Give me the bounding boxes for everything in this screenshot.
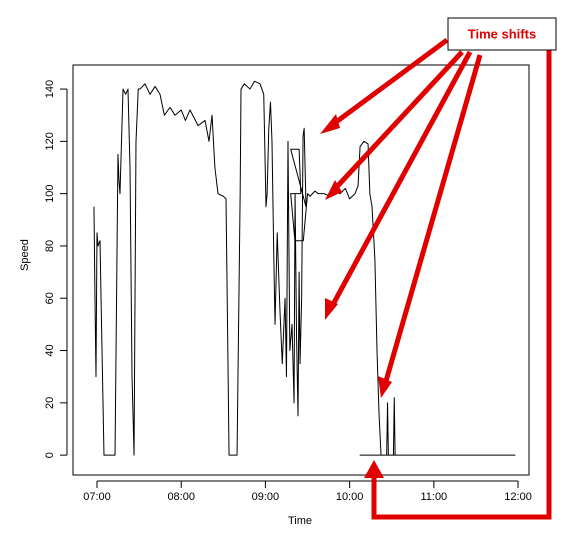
x-tick-label: 09:00 [252, 491, 280, 503]
arrowhead [320, 114, 340, 134]
y-tick-label: 40 [44, 344, 56, 356]
arrow [330, 50, 464, 194]
annotation-arrows [320, 37, 552, 520]
arrowhead [325, 298, 338, 320]
y-tick-label: 80 [44, 240, 56, 252]
x-tick-label: 12:00 [504, 491, 532, 503]
arrow [326, 37, 449, 131]
y-axis-label: Speed [19, 239, 31, 271]
x-tick-label: 08:00 [167, 491, 195, 503]
arrowhead [378, 376, 392, 398]
y-tick-label: 0 [44, 452, 56, 458]
x-axis-label: Time [288, 515, 312, 527]
arrow [371, 50, 552, 520]
arrowhead [364, 460, 384, 478]
x-tick-label: 10:00 [336, 491, 364, 503]
x-tick-label: 11:00 [420, 491, 447, 503]
arrowhead [325, 180, 342, 200]
y-tick-label: 60 [44, 292, 56, 304]
annotation-box [447, 17, 557, 51]
y-tick-label: 140 [44, 80, 56, 98]
annotation: Time shifts [468, 26, 536, 41]
data-line [93, 80, 516, 456]
y-tick-label: 20 [44, 397, 56, 409]
x-tick-label: 07:00 [83, 491, 111, 503]
arrow [381, 54, 483, 389]
arrow [327, 50, 473, 312]
y-tick-label: 120 [44, 132, 56, 150]
plot-box [72, 64, 530, 476]
y-tick-label: 100 [44, 184, 56, 202]
